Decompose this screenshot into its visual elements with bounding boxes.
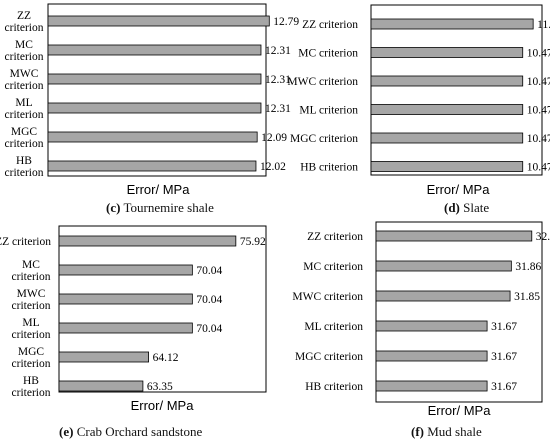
x-axis-label: Error/ MPa	[131, 398, 195, 413]
category-label: MGC criterion	[12, 346, 51, 370]
category-label: ML criterion	[12, 317, 51, 341]
data-label: 31.67	[491, 321, 517, 333]
bar	[58, 351, 150, 363]
caption-c: (c) Tournemire shale	[106, 200, 214, 216]
data-label: 12.02	[260, 161, 286, 173]
caption-text: Slate	[463, 200, 490, 215]
bar	[58, 293, 193, 305]
category-label: ZZ criterion	[307, 231, 363, 243]
caption-text: Mud shale	[427, 424, 482, 439]
category-label: MWC criterion	[12, 288, 51, 312]
bar	[58, 264, 193, 276]
data-label: 64.12	[153, 352, 179, 364]
category-label: MWC criterion	[5, 68, 44, 92]
bar	[375, 260, 512, 272]
bar	[58, 235, 237, 247]
caption-text: Tournemire shale	[123, 200, 214, 215]
x-axis-label: Error/ MPa	[428, 403, 492, 418]
category-label: ZZ criterion	[5, 10, 44, 34]
bar	[47, 102, 262, 114]
data-label: 12.31	[265, 103, 291, 115]
bar	[370, 47, 524, 58]
bar	[47, 15, 270, 27]
data-label: 12.31	[265, 45, 291, 57]
category-label: MWC criterion	[287, 76, 358, 88]
caption-e: (e) Crab Orchard sandstone	[59, 424, 202, 440]
category-label: MWC criterion	[292, 291, 363, 303]
chart-panel-e: Error/ MPa 75.92 ZZ criterion 70.04 MC crite…	[0, 225, 267, 413]
data-label: 10.47	[527, 133, 550, 145]
bar	[47, 73, 262, 85]
data-label: 10.47	[527, 105, 550, 117]
bar	[375, 230, 533, 242]
chart-panel-d: Error/ MPa 11.19 ZZ criterion 10.47 MC crit…	[287, 4, 550, 197]
data-label: 70.04	[196, 294, 222, 306]
bar	[370, 18, 534, 30]
data-label: 63.35	[147, 381, 173, 393]
category-label: MGC criterion	[290, 133, 358, 145]
data-label: 75.92	[240, 236, 266, 248]
chart-panel-f: Error/ MPa 32.02 ZZ criterion 31.86 MC crit…	[292, 221, 550, 418]
x-axis-label: Error/ MPa	[427, 182, 491, 197]
data-label: 10.47	[527, 48, 550, 60]
category-label: MC criterion	[298, 48, 358, 60]
caption-letter: (e)	[59, 424, 74, 439]
bar	[375, 320, 488, 332]
bar	[370, 132, 524, 144]
plot-frame	[375, 221, 543, 403]
bar	[375, 290, 511, 302]
bar	[370, 161, 524, 172]
data-label: 11.19	[537, 19, 550, 31]
caption-letter: (f)	[411, 424, 424, 439]
bar	[370, 104, 524, 115]
caption-text: Crab Orchard sandstone	[76, 424, 203, 439]
data-label: 10.47	[527, 76, 550, 88]
category-label: MGC criterion	[295, 351, 363, 363]
data-label: 12.09	[261, 132, 287, 144]
category-label: ML criterion	[5, 97, 44, 121]
data-label: 32.02	[536, 231, 550, 243]
plot-frame	[370, 4, 543, 176]
data-label: 12.31	[265, 74, 291, 86]
category-label: HB criterion	[305, 381, 363, 393]
bar	[375, 350, 488, 362]
category-label: ML criterion	[299, 105, 358, 117]
chart-panel-c: Error/ MPa 12.79 ZZ criterion 12.31 MC criter…	[5, 3, 299, 197]
data-label: 12.79	[273, 16, 299, 28]
caption-d: (d) Slate	[444, 200, 489, 216]
category-label: MC criterion	[12, 259, 51, 283]
caption-letter: (d)	[444, 200, 460, 215]
category-label: MC criterion	[303, 261, 363, 273]
category-label: HB criterion	[5, 155, 44, 179]
data-label: 31.86	[515, 261, 541, 273]
category-label: HB criterion	[12, 375, 51, 399]
bar	[47, 131, 258, 143]
data-label: 31.67	[491, 351, 517, 363]
data-label: 70.04	[196, 265, 222, 277]
data-label: 70.04	[196, 323, 222, 335]
bar	[47, 44, 262, 56]
data-label: 31.85	[514, 291, 540, 303]
bar	[58, 380, 144, 392]
bar	[375, 380, 488, 392]
bar	[58, 322, 193, 334]
caption-f: (f) Mud shale	[411, 424, 482, 440]
category-label: MC criterion	[5, 39, 44, 63]
category-label: ZZ criterion	[302, 19, 358, 31]
x-axis-label: Error/ MPa	[127, 182, 191, 197]
bar	[370, 75, 524, 87]
plot-frame	[47, 3, 267, 177]
caption-letter: (c)	[106, 200, 121, 215]
data-label: 10.47	[527, 162, 550, 174]
plot-frame	[58, 225, 267, 393]
bar	[47, 160, 257, 172]
data-label: 31.67	[491, 381, 517, 393]
category-label: MGC criterion	[5, 126, 44, 150]
category-label: ML criterion	[304, 321, 363, 333]
category-label: HB criterion	[300, 162, 358, 174]
category-label: ZZ criterion	[0, 236, 51, 248]
